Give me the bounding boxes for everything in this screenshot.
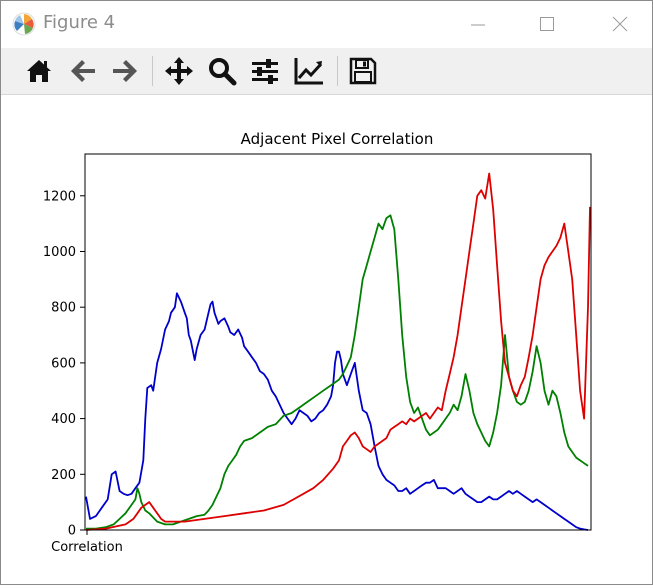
- y-tick-label: 0: [68, 524, 76, 539]
- axes-frame: [84, 153, 592, 531]
- toolbar-separator: [152, 56, 153, 86]
- minimize-icon: [471, 24, 485, 26]
- maximize-icon: [540, 17, 554, 31]
- chart: Adjacent Pixel Correlation 0 200 400 600 800…: [43, 130, 592, 555]
- minimize-button[interactable]: [448, 1, 508, 47]
- title-bar[interactable]: Figure 4: [1, 1, 652, 47]
- sliders-icon: [252, 59, 278, 84]
- chart-title: Adjacent Pixel Correlation: [241, 130, 434, 148]
- y-tick-label: 600: [51, 356, 76, 371]
- configure-subplots-button[interactable]: [247, 53, 283, 89]
- y-tick-label: 200: [51, 468, 76, 483]
- y-axis: 0 200 400 600 800 1000 1200: [43, 189, 85, 539]
- series-line-1: [86, 214, 589, 530]
- close-button[interactable]: [590, 1, 650, 47]
- y-tick-label: 800: [51, 301, 76, 316]
- y-tick-label: 1200: [43, 189, 76, 204]
- matplotlib-logo-icon: [12, 12, 36, 36]
- series-line-0: [85, 292, 589, 531]
- window-title: Figure 4: [43, 12, 116, 33]
- toolbar-separator: [337, 56, 338, 86]
- floppy-disk-icon: [349, 57, 377, 85]
- arrow-right-icon: [113, 60, 137, 82]
- y-tick-label: 400: [51, 412, 76, 427]
- home-icon: [27, 60, 51, 82]
- y-tick-label: 1000: [43, 245, 76, 260]
- edit-axis-button[interactable]: [291, 53, 327, 89]
- pan-button[interactable]: [161, 53, 197, 89]
- back-button[interactable]: [65, 53, 101, 89]
- series-layer: [85, 172, 591, 531]
- series-line-2: [85, 172, 591, 531]
- arrow-left-icon: [71, 60, 95, 82]
- figure-canvas[interactable]: Adjacent Pixel Correlation 0 200 400 600 800…: [1, 95, 652, 584]
- close-icon: [612, 16, 628, 32]
- move-icon: [165, 57, 193, 85]
- chart-line-icon: [294, 58, 323, 85]
- x-tick-label: Correlation: [51, 540, 123, 555]
- forward-button[interactable]: [107, 53, 143, 89]
- home-button[interactable]: [21, 53, 57, 89]
- zoom-button[interactable]: [204, 53, 240, 89]
- maximize-button[interactable]: [517, 1, 577, 47]
- save-button[interactable]: [345, 53, 381, 89]
- navigation-toolbar: [1, 48, 652, 95]
- zoom-icon: [209, 58, 237, 86]
